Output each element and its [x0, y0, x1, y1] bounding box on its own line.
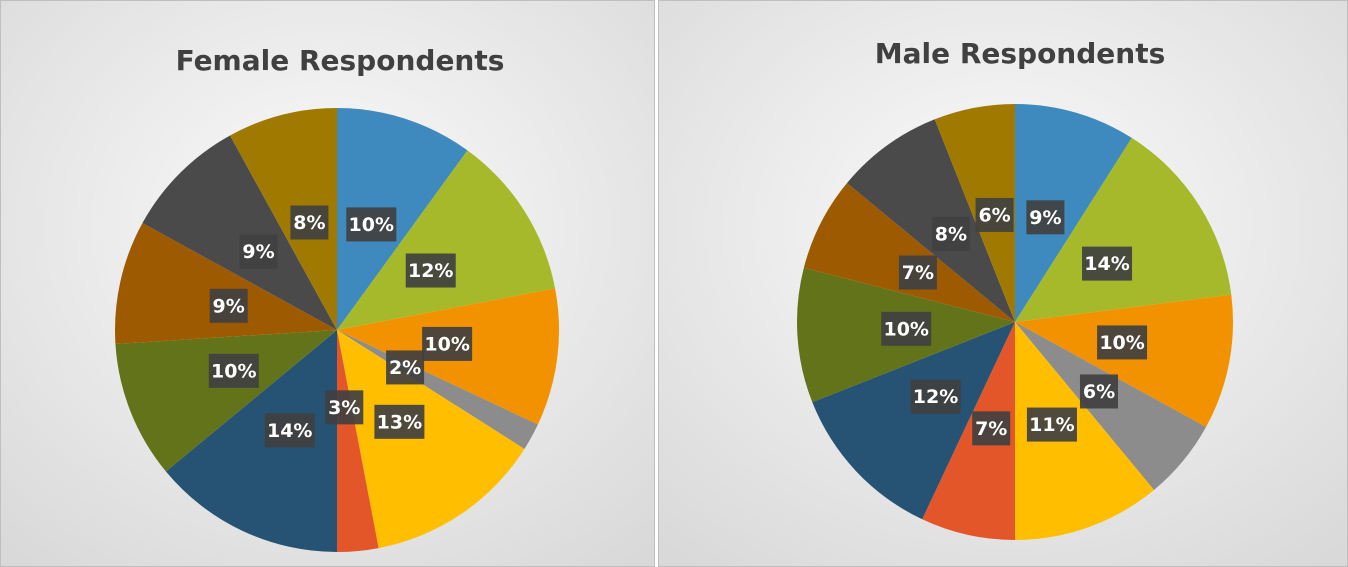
- label-box: [1079, 374, 1118, 409]
- data-label: 10%: [1099, 332, 1144, 354]
- data-label: 13%: [377, 411, 422, 433]
- pie-slice: [230, 108, 337, 330]
- data-label: 9%: [213, 295, 245, 317]
- data-label: 9%: [242, 241, 274, 263]
- pie-slice: [803, 183, 1015, 322]
- data-label: 10%: [883, 318, 928, 340]
- pie-slice: [1015, 322, 1154, 540]
- label-box: [325, 390, 364, 425]
- data-label: 12%: [913, 386, 958, 408]
- label-box: [881, 311, 932, 346]
- label-box: [975, 197, 1014, 232]
- label-box: [931, 216, 970, 251]
- label-box: [264, 413, 315, 448]
- pie-slice: [142, 135, 337, 330]
- data-label: 7%: [975, 418, 1007, 440]
- label-box: [972, 411, 1011, 446]
- data-label: 6%: [978, 204, 1010, 226]
- pie-slice: [337, 330, 525, 549]
- label-box: [898, 255, 937, 290]
- label-box: [209, 288, 248, 323]
- label-box: [405, 253, 456, 288]
- label-box: [290, 205, 329, 240]
- pie-slice: [115, 330, 337, 472]
- label-box: [1097, 325, 1148, 360]
- pie-slice: [847, 119, 1015, 323]
- label-box: [386, 350, 425, 385]
- pie-slice: [165, 330, 337, 552]
- data-label: 8%: [293, 212, 325, 234]
- data-label: 2%: [389, 357, 421, 379]
- pie-slice: [812, 322, 1015, 520]
- data-label: 10%: [349, 214, 394, 236]
- data-label: 3%: [328, 397, 360, 419]
- pie-slice: [1015, 137, 1232, 322]
- data-label: 7%: [902, 262, 934, 284]
- label-box: [239, 234, 278, 269]
- data-label: 14%: [267, 420, 312, 442]
- data-label: 11%: [1029, 414, 1074, 436]
- data-label: 10%: [211, 360, 256, 382]
- pie-slice: [934, 104, 1015, 322]
- chart-title: Female Respondents: [176, 44, 505, 77]
- pie-slice: [1015, 294, 1233, 428]
- label-box: [1082, 246, 1133, 281]
- panel: Female Respondents 10%12%10%2%13%3%14%10…: [0, 0, 655, 567]
- pie-slice: [337, 150, 556, 330]
- data-label: 12%: [408, 260, 453, 282]
- label-box: [1026, 407, 1077, 442]
- pie-slice: [1015, 104, 1132, 322]
- data-label: 9%: [1029, 207, 1061, 229]
- label-box: [422, 326, 473, 361]
- data-label: 6%: [1083, 381, 1115, 403]
- chart-title: Male Respondents: [875, 37, 1166, 70]
- data-label: 10%: [424, 333, 469, 355]
- data-label: 14%: [1084, 253, 1129, 275]
- label-box: [346, 207, 397, 242]
- pie-slice: [922, 322, 1015, 540]
- label-box: [208, 353, 259, 388]
- pie-slice: [337, 108, 468, 330]
- pie-slice: [337, 330, 379, 552]
- pie-slice: [115, 223, 337, 344]
- label-box: [910, 379, 961, 414]
- label-box: [374, 404, 425, 439]
- panel: Male Respondents 9% 14% 10% 6% 11% 7% 12% 10% 7%…: [658, 0, 1348, 567]
- data-label: 8%: [935, 223, 967, 245]
- label-box: [1026, 200, 1065, 235]
